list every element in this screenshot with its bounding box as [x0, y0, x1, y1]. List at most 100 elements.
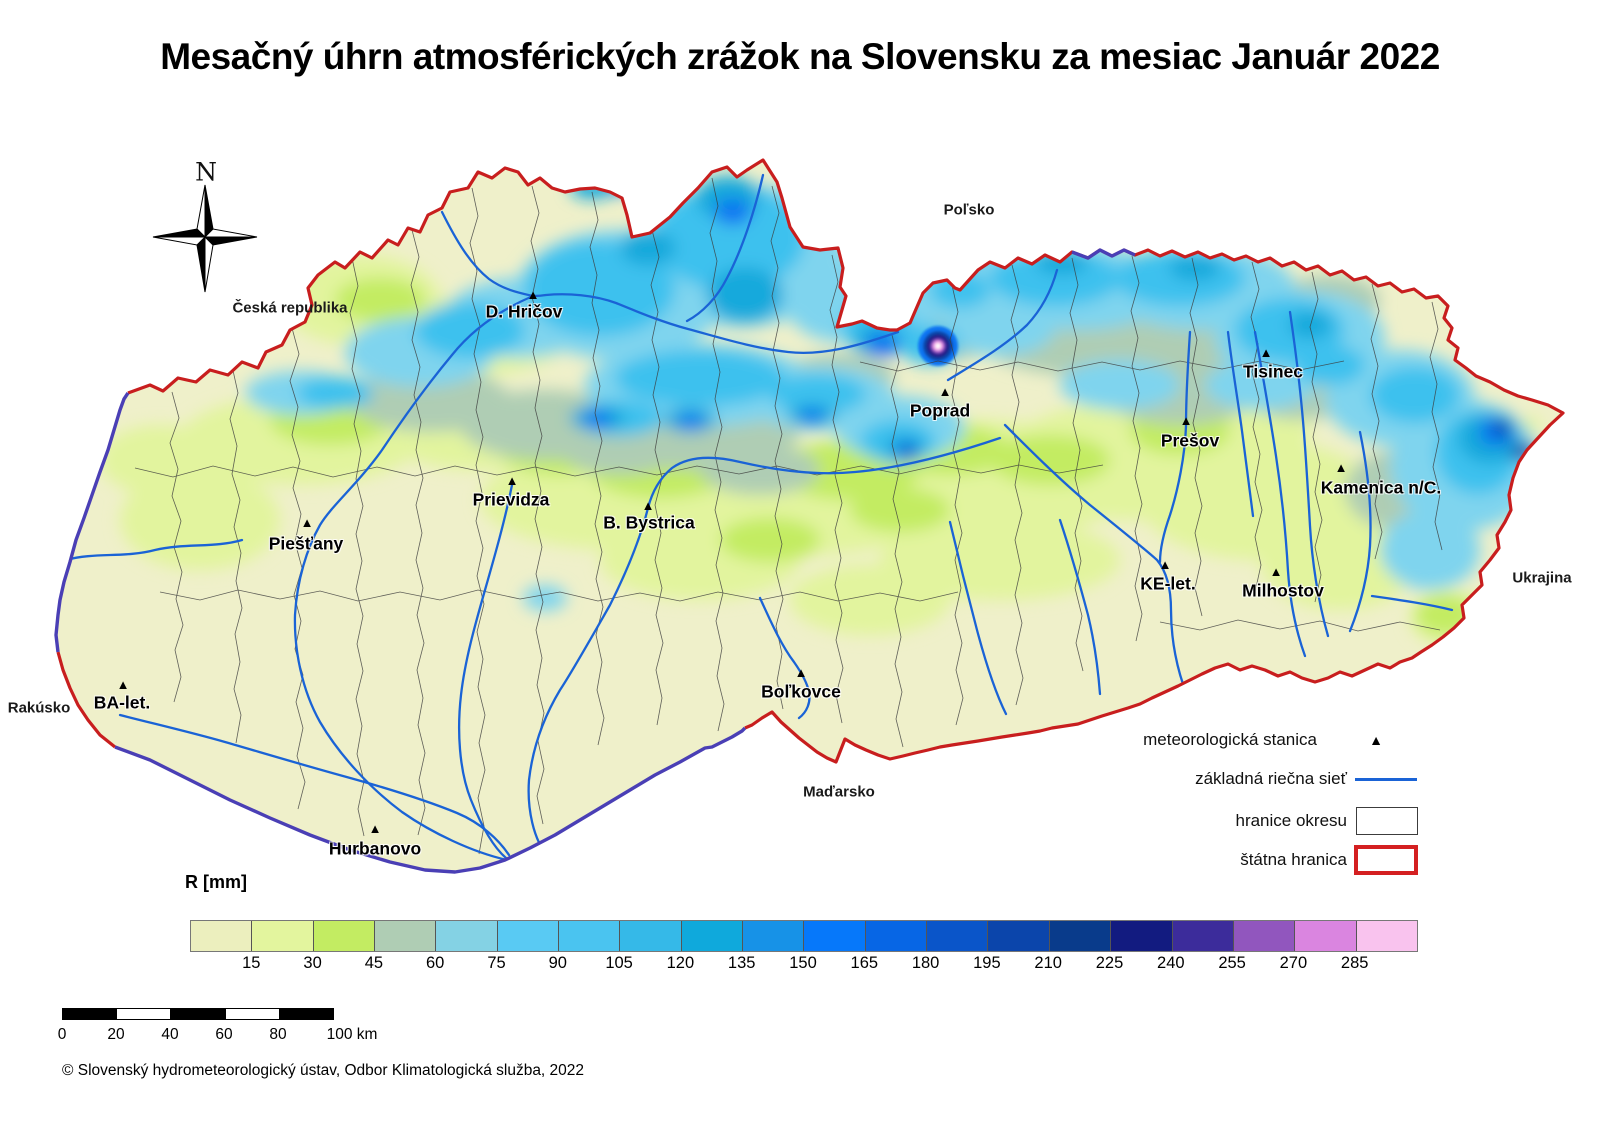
river-ondava: [1253, 330, 1307, 658]
scale-bar-segment-2: [171, 1009, 226, 1019]
country-label-ma-arsko: Maďarsko: [803, 783, 875, 801]
river-slana: [1058, 518, 1102, 696]
colorbar-cell-7: [620, 921, 682, 951]
scale-bar-segment-0: [63, 1009, 118, 1019]
station-marker-hurbanovo: ▲: [368, 820, 382, 836]
colorbar: [190, 920, 1418, 952]
river-network: [64, 173, 1454, 862]
station-label-kamenica-n-c-: Kamenica n/C.: [1320, 477, 1442, 498]
colorbar-tick-120: 120: [666, 954, 695, 972]
station-label-pie-any: Piešťany: [268, 533, 344, 554]
station-marker-kamenica-n-c-: ▲: [1334, 459, 1348, 475]
station-label-ba-let-: BA-let.: [93, 692, 151, 713]
legend-label-river: základná riečna sieť: [1195, 769, 1347, 788]
scale-bar-segment-3: [225, 1009, 280, 1019]
river-kysuca: [440, 210, 535, 298]
station-label-milhostov: Milhostov: [1242, 580, 1324, 601]
colorbar-tick-210: 210: [1034, 954, 1062, 972]
colorbar-cell-11: [865, 921, 928, 951]
river-orava: [685, 173, 765, 323]
station-marker-prievidza: ▲: [505, 472, 519, 488]
scale-bar-segment-1: [117, 1009, 172, 1019]
scale-bar-labels: 0 20 40 60 80 100 km: [0, 1026, 600, 1046]
scale-bar-label-20: 20: [107, 1026, 125, 1043]
river-line-icon: [1355, 777, 1417, 781]
river-laborec: [1288, 310, 1330, 638]
station-label-hurbanovo: Hurbanovo: [328, 838, 422, 859]
colorbar-tick-15: 15: [242, 954, 261, 972]
river-nitra: [457, 483, 514, 860]
country-label-rak-sko: Rakúsko: [7, 699, 71, 717]
river-torysa: [1158, 330, 1192, 564]
colorbar-tick-180: 180: [911, 954, 940, 972]
colorbar-title: R [mm]: [185, 872, 247, 892]
precipitation-layer: [100, 176, 1542, 646]
station-label-pre-ov: Prešov: [1160, 430, 1220, 451]
colorbar-tick-45: 45: [364, 954, 384, 972]
colorbar-tick-285: 285: [1340, 954, 1369, 972]
colorbar-tick-30: 30: [303, 954, 322, 972]
river-hron: [527, 436, 1002, 860]
station-marker-b-bystrica: ▲: [641, 497, 655, 513]
river-vah: [293, 293, 900, 862]
legend-label-district: hranice okresu: [1235, 811, 1347, 830]
district-box-icon: [1356, 807, 1418, 835]
river-rimava: [948, 520, 1008, 716]
station-label-prievidza: Prievidza: [472, 489, 550, 510]
station-marker-tisinec: ▲: [1259, 344, 1273, 360]
colorbar-tick-240: 240: [1157, 954, 1185, 972]
river-uh: [1370, 594, 1454, 612]
colorbar-cell-2: [313, 921, 376, 951]
precipitation-maximum-bullseye: [918, 326, 958, 366]
station-marker-pie-any: ▲: [300, 514, 314, 530]
colorbar-tick-165: 165: [850, 954, 879, 972]
station-label-b-bystrica: B. Bystrica: [603, 512, 695, 533]
legend-row-district: hranice okresu: [1100, 806, 1430, 836]
colorbar-tick-150: 150: [789, 954, 817, 972]
colorbar-cell-3: [375, 921, 437, 951]
colorbar-cell-17: [1233, 921, 1296, 951]
legend-row-river: základná riečna sieť: [1100, 764, 1430, 794]
colorbar-cell-5: [497, 921, 560, 951]
legend-label-state-border: štátna hranica: [1240, 850, 1347, 869]
colorbar-cell-19: [1356, 921, 1417, 951]
scale-bar-label-100-km: 100 km: [326, 1026, 378, 1043]
colorbar-cell-13: [988, 921, 1050, 951]
compass-rose-icon: [152, 184, 258, 293]
station-marker-ba-let-: ▲: [116, 676, 130, 692]
station-marker-bo-kovce: ▲: [794, 664, 808, 680]
colorbar-tick-270: 270: [1279, 954, 1308, 972]
station-label-tisinec: Tisinec: [1243, 361, 1303, 382]
colorbar-cell-1: [252, 921, 314, 951]
river-maly-dunaj: [118, 713, 511, 857]
colorbar-cell-6: [559, 921, 621, 951]
station-triangle-icon: ▲: [1369, 732, 1383, 748]
state-border-river-sections: [54, 248, 1136, 874]
country-label--esk-republika: Česká republika: [232, 299, 348, 317]
scale-bar: [62, 1008, 334, 1020]
station-marker-d-hri-ov: ▲: [526, 286, 540, 302]
station-marker-pre-ov: ▲: [1179, 412, 1193, 428]
river-myjava: [64, 538, 244, 562]
copyright-text: © Slovenský hydrometeorologický ústav, O…: [62, 1062, 585, 1079]
scale-bar-label-80: 80: [269, 1026, 287, 1043]
colorbar-cell-4: [436, 921, 498, 951]
legend-row-state-border: štátna hranica: [1100, 845, 1430, 875]
colorbar-tick-105: 105: [605, 954, 633, 972]
legend-label-station: meteorologická stanica: [1143, 730, 1317, 749]
state-border-box-icon: [1354, 845, 1418, 875]
country-label-po-sko: Poľsko: [943, 201, 995, 219]
compass-north-label: N: [195, 157, 217, 187]
colorbar-ticks: 15 30 45 60 75 90 105 120 135 150 165 180 195 210 225 2…: [190, 954, 1416, 974]
colorbar-tick-255: 255: [1218, 954, 1246, 972]
colorbar-cell-16: [1172, 921, 1234, 951]
station-marker-ke-let-: ▲: [1158, 556, 1172, 572]
river-bodrog: [1348, 430, 1372, 633]
legend-row-station: meteorologická stanica ▲: [1100, 725, 1430, 755]
river-ipel: [758, 596, 811, 720]
colorbar-cell-9: [743, 921, 805, 951]
river-hornad: [1003, 423, 1189, 697]
